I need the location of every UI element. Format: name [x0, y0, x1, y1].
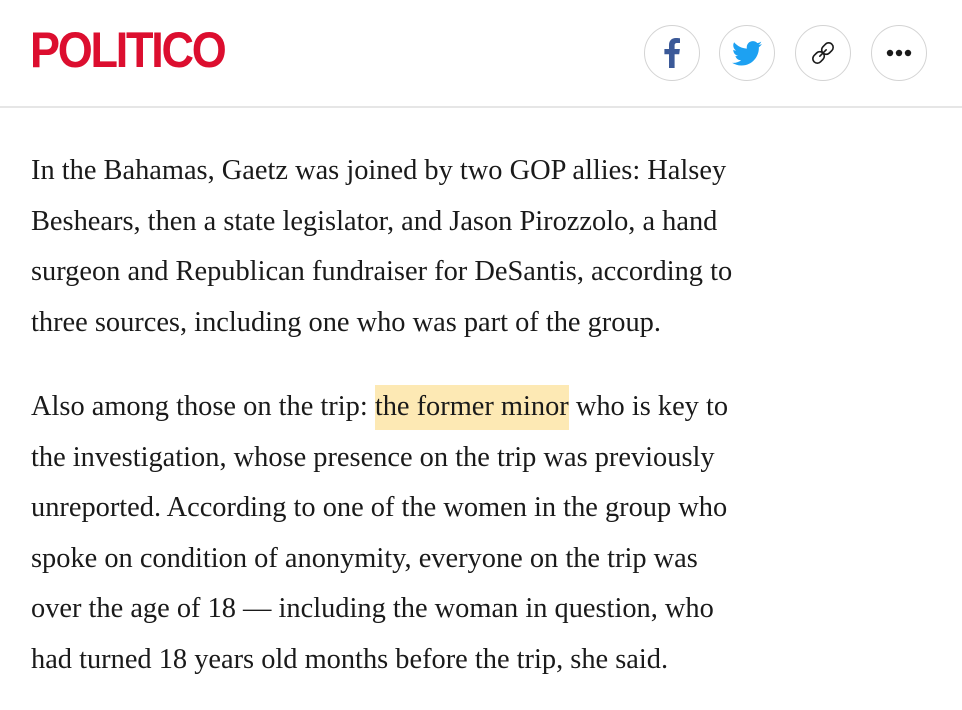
- more-options-button[interactable]: [871, 25, 927, 81]
- paragraph-line-end: who is key to: [568, 391, 729, 422]
- paragraph-line: the investigation, whose presence on the…: [31, 441, 715, 473]
- more-icon: [886, 49, 912, 57]
- site-header: POLITICO: [0, 0, 962, 108]
- paragraph-line-start: Also among those on the trip:: [31, 391, 375, 422]
- facebook-share-button[interactable]: [644, 25, 700, 81]
- link-icon: [809, 39, 837, 67]
- paragraph-line: In the Bahamas, Gaetz was joined by two …: [31, 155, 727, 186]
- politico-logo[interactable]: POLITICO: [30, 22, 227, 78]
- highlighted-link[interactable]: the former minor: [374, 385, 569, 430]
- copy-link-button[interactable]: [795, 25, 851, 81]
- paragraph-line: had turned 18 years old months before th…: [31, 643, 669, 675]
- paragraph-line: unreported. According to one of the wome…: [31, 492, 728, 523]
- paragraph-line: surgeon and Republican fundraiser for De…: [31, 256, 733, 287]
- article-paragraph: In the Bahamas, Gaetz was joined by two …: [31, 146, 936, 348]
- article-body: In the Bahamas, Gaetz was joined by two …: [31, 146, 936, 685]
- paragraph-line: three sources, including one who was par…: [31, 306, 661, 338]
- twitter-icon: [732, 40, 762, 66]
- paragraph-line: over the age of 18 — including the woman…: [31, 593, 714, 624]
- twitter-share-button[interactable]: [719, 25, 775, 81]
- facebook-icon: [663, 38, 681, 68]
- paragraph-line: Beshears, then a state legislator, and J…: [31, 205, 718, 237]
- article-paragraph: Also among those on the trip: the former…: [31, 382, 936, 685]
- paragraph-line: spoke on condition of anonymity, everyon…: [31, 542, 698, 574]
